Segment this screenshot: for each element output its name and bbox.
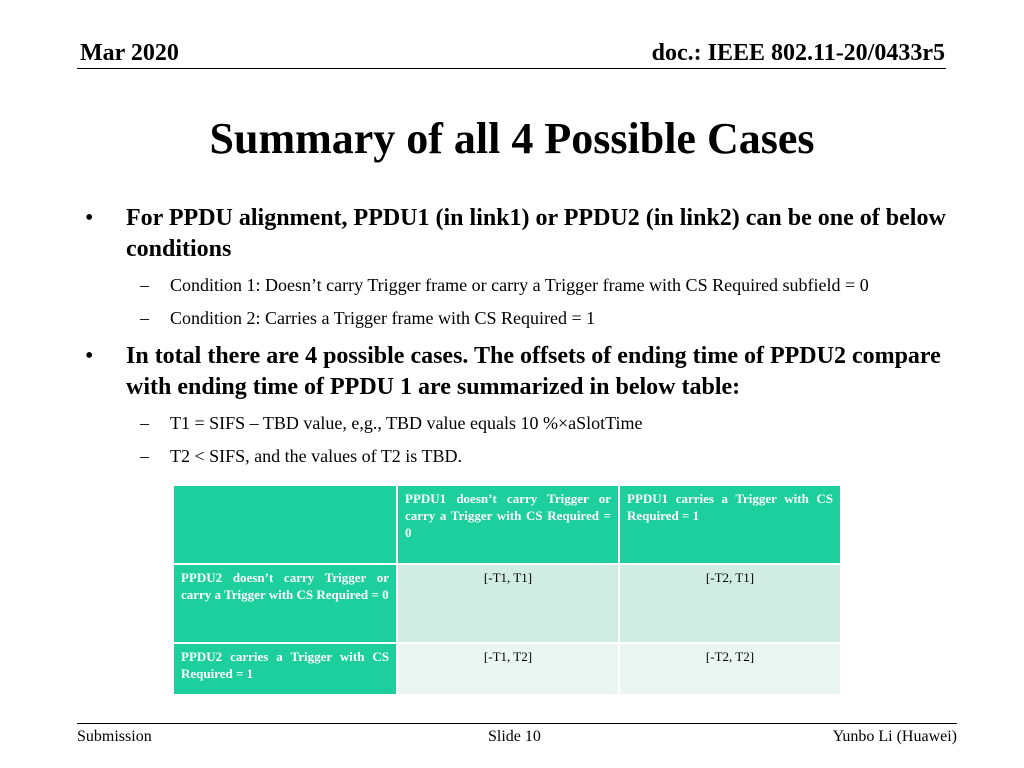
dash-icon: – xyxy=(140,446,149,466)
slide-body: • For PPDU alignment, PPDU1 (in link1) o… xyxy=(85,203,965,467)
bullet-2-text: In total there are 4 possible cases. The… xyxy=(126,343,941,400)
sub-bullet-1-1: – Condition 1: Doesn’t carry Trigger fra… xyxy=(85,274,965,296)
bullet-1: • For PPDU alignment, PPDU1 (in link1) o… xyxy=(85,203,965,265)
table-row-header-ppdu2-trigger: PPDU2 carries a Trigger with CS Required… xyxy=(172,642,398,696)
table-cell: [-T2, T2] xyxy=(618,642,842,696)
header-date: Mar 2020 xyxy=(80,40,179,66)
sub-bullet-2-2-text: T2 < SIFS, and the values of T2 is TBD. xyxy=(170,446,462,466)
bullet-icon: • xyxy=(85,205,94,231)
table-cell: [-T2, T1] xyxy=(618,563,842,644)
table-row-header-ppdu2-no-trigger: PPDU2 doesn’t carry Trigger or carry a T… xyxy=(172,563,398,644)
table-col-header-ppdu1-trigger: PPDU1 carries a Trigger with CS Required… xyxy=(618,484,842,565)
table-row: PPDU2 carries a Trigger with CS Required… xyxy=(172,642,842,696)
sub-bullet-2-1: – T1 = SIFS – TBD value, e,g., TBD value… xyxy=(85,412,965,434)
footer-submission: Submission xyxy=(77,728,152,745)
dash-icon: – xyxy=(140,308,149,328)
table-row: PPDU2 doesn’t carry Trigger or carry a T… xyxy=(172,563,842,644)
sub-bullet-2-2: – T2 < SIFS, and the values of T2 is TBD… xyxy=(85,445,965,467)
table-cell: [-T1, T1] xyxy=(396,563,620,644)
table-corner-cell xyxy=(172,484,398,565)
dash-icon: – xyxy=(140,413,149,433)
sub-bullet-1-2-text: Condition 2: Carries a Trigger frame wit… xyxy=(170,308,596,328)
bullet-1-text: For PPDU alignment, PPDU1 (in link1) or … xyxy=(126,205,946,262)
footer-slide-number: Slide 10 xyxy=(488,728,541,745)
table-header-row: PPDU1 doesn’t carry Trigger or carry a T… xyxy=(172,484,842,565)
table-col-header-ppdu1-no-trigger: PPDU1 doesn’t carry Trigger or carry a T… xyxy=(396,484,620,565)
cases-table: PPDU1 doesn’t carry Trigger or carry a T… xyxy=(172,484,842,696)
header-doc-id: doc.: IEEE 802.11-20/0433r5 xyxy=(651,40,945,66)
footer-divider xyxy=(77,723,957,724)
slide-title: Summary of all 4 Possible Cases xyxy=(209,114,815,163)
bullet-icon: • xyxy=(85,343,94,369)
table-cell: [-T1, T2] xyxy=(396,642,620,696)
footer-author: Yunbo Li (Huawei) xyxy=(832,728,957,745)
bullet-2: • In total there are 4 possible cases. T… xyxy=(85,341,965,403)
sub-bullet-1-2: – Condition 2: Carries a Trigger frame w… xyxy=(85,307,965,329)
sub-bullet-2-1-text: T1 = SIFS – TBD value, e,g., TBD value e… xyxy=(170,413,643,433)
sub-bullet-1-1-text: Condition 1: Doesn’t carry Trigger frame… xyxy=(170,275,869,295)
header-divider xyxy=(77,68,946,69)
dash-icon: – xyxy=(140,275,149,295)
